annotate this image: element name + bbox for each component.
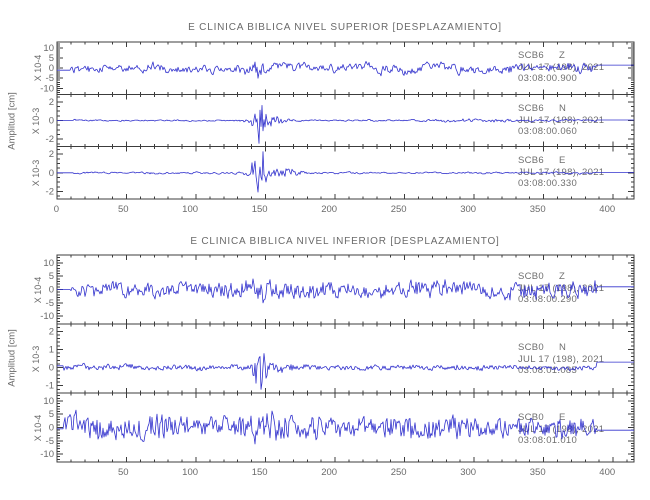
- station-channel-line: SCB6 N: [518, 103, 604, 115]
- trace-start-time: 03:08:00.900: [518, 73, 578, 84]
- svg-text:0: 0: [49, 363, 54, 374]
- svg-text:-10: -10: [40, 311, 54, 322]
- channel-code: E: [559, 155, 566, 166]
- channel-code: N: [559, 103, 567, 114]
- svg-text:0: 0: [49, 423, 54, 434]
- svg-text:150: 150: [252, 467, 268, 478]
- svg-text:10: 10: [43, 396, 54, 407]
- svg-text:-5: -5: [46, 73, 54, 84]
- svg-text:100: 100: [182, 467, 198, 478]
- svg-text:50: 50: [118, 467, 129, 478]
- svg-text:10: 10: [43, 43, 54, 54]
- trace-start-time: 03:08:00.060: [518, 126, 578, 137]
- svg-text:300: 300: [460, 204, 476, 215]
- svg-text:150: 150: [252, 204, 268, 215]
- svg-text:-10: -10: [40, 449, 54, 460]
- svg-text:-5: -5: [46, 436, 54, 447]
- station-channel-line: SCB6 Z: [518, 50, 604, 62]
- svg-text:0: 0: [49, 116, 54, 127]
- channel-code: E: [559, 412, 566, 423]
- channel-code: Z: [559, 271, 566, 282]
- trace-label-scb6-z: SCB6 Z JUL 17 (198), 2021 03:08:00.900: [518, 50, 604, 85]
- svg-text:1: 1: [49, 344, 54, 355]
- svg-text:350: 350: [530, 204, 546, 215]
- svg-text:2: 2: [49, 149, 54, 160]
- svg-text:300: 300: [460, 467, 476, 478]
- svg-text:-10: -10: [40, 83, 54, 94]
- svg-text:400: 400: [599, 467, 615, 478]
- svg-text:0: 0: [49, 285, 54, 296]
- svg-text:10: 10: [43, 258, 54, 269]
- svg-text:2: 2: [49, 326, 54, 337]
- svg-text:200: 200: [321, 204, 337, 215]
- svg-text:5: 5: [49, 409, 54, 420]
- svg-text:100: 100: [182, 204, 198, 215]
- svg-text:250: 250: [391, 204, 407, 215]
- trace-start-time: 03:08:00.330: [518, 178, 578, 189]
- trace-label-scb6-e: SCB6 E JUL 17 (198), 2021 03:08:00.330: [518, 155, 604, 190]
- station-code: SCB6: [518, 50, 545, 61]
- trace-label-scb0-n: SCB0 N JUL 17 (198), 2021 03:08:01.085: [518, 342, 604, 377]
- svg-text:0: 0: [49, 168, 54, 179]
- svg-text:400: 400: [599, 204, 615, 215]
- station-channel-line: SCB0 E: [518, 412, 604, 424]
- trace-date: JUL 17 (198), 2021: [518, 61, 605, 73]
- channel-code: Z: [559, 50, 566, 61]
- svg-text:5: 5: [49, 53, 54, 64]
- station-code: SCB0: [518, 342, 545, 353]
- trace-start-time: 03:08:01.010: [518, 435, 578, 446]
- station-channel-line: SCB0 N: [518, 342, 604, 354]
- trace-start-time: 03:08:01.085: [518, 365, 578, 376]
- svg-text:-2: -2: [46, 187, 54, 198]
- station-code: SCB0: [518, 271, 545, 282]
- svg-text:-5: -5: [46, 298, 54, 309]
- station-code: SCB0: [518, 412, 545, 423]
- panel-superior-title: E CLINICA BIBLICA NIVEL SUPERIOR [DESPLA…: [188, 22, 502, 33]
- channel-code: N: [559, 342, 567, 353]
- svg-text:0: 0: [49, 63, 54, 74]
- trace-date: JUL 17 (198), 2021: [518, 353, 605, 365]
- svg-text:2: 2: [49, 97, 54, 108]
- station-code: SCB6: [518, 155, 545, 166]
- svg-text:-2: -2: [46, 134, 54, 145]
- svg-text:250: 250: [391, 467, 407, 478]
- panel-inferior-title: E CLINICA BIBLICA NIVEL INFERIOR [DESPLA…: [190, 236, 500, 247]
- svg-text:-1: -1: [46, 381, 54, 392]
- station-code: SCB6: [518, 103, 545, 114]
- trace-date: JUL 17 (198), 2021: [518, 166, 605, 178]
- station-channel-line: SCB0 Z: [518, 271, 604, 283]
- svg-text:50: 50: [118, 204, 129, 215]
- svg-text:350: 350: [530, 467, 546, 478]
- station-channel-line: SCB6 E: [518, 155, 604, 167]
- svg-text:0: 0: [54, 204, 59, 215]
- svg-text:5: 5: [49, 271, 54, 282]
- svg-text:200: 200: [321, 467, 337, 478]
- trace-start-time: 03:08:00.290: [518, 294, 578, 305]
